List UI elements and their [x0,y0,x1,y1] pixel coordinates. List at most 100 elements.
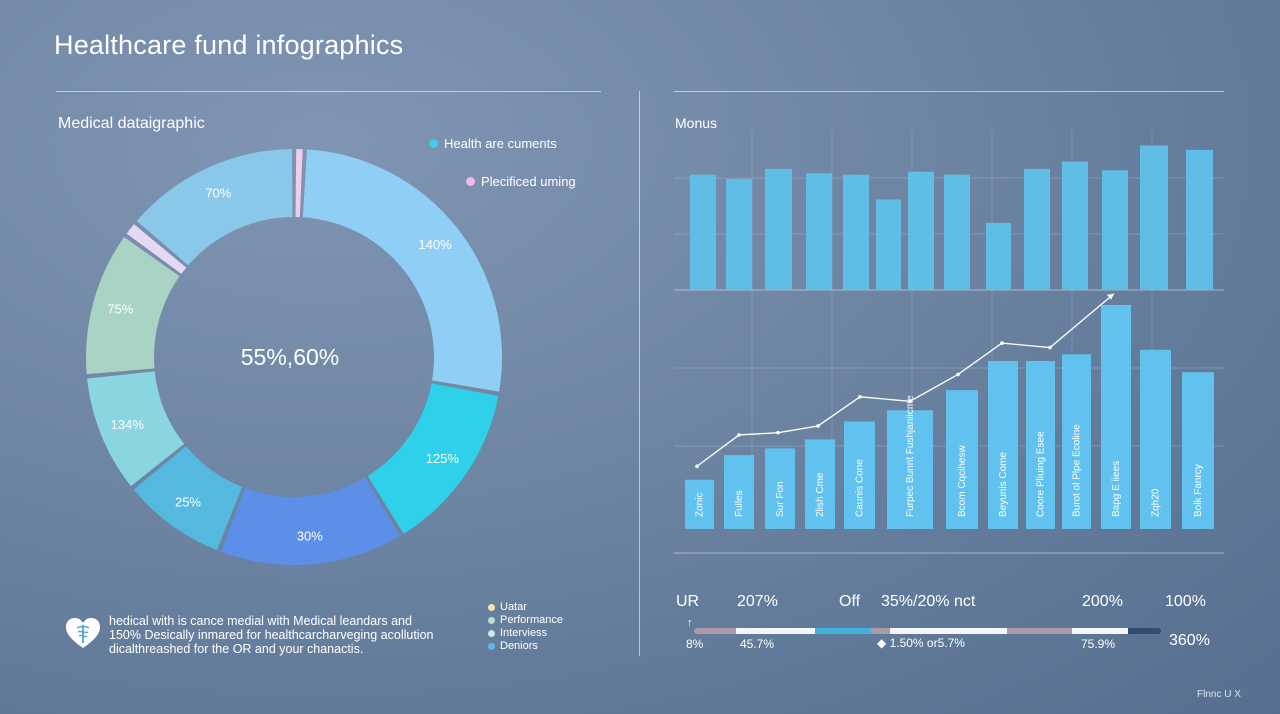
bottom-bar [685,479,714,529]
description: hedical with is cance medial with Medica… [109,614,469,656]
bottom-bar [988,361,1018,529]
trend-point [695,464,699,469]
donut-slice-label: 25% [175,494,201,509]
top-bar [843,174,869,290]
arrow-head-icon [1107,293,1114,300]
donut-slice [295,149,303,218]
legend-dot [488,617,495,624]
top-bar [986,222,1011,290]
footer-mark: Flnnc U X [1197,689,1241,700]
description-line: dicalthreashed for the OR and your chana… [109,642,364,656]
bottom-bar-label: Bolk Fanrcy [1193,464,1204,517]
up-arrow-icon: ↑ [687,617,693,629]
stat-45-7: 45.7% [740,637,775,651]
bar-charts: Zonic Fuiles Sur Fon 2lish Cme Caunis Cone Fu… [674,130,1224,554]
bottom-bar-label: Zqh20 [1151,488,1162,517]
donut-slice-label: 75% [107,302,133,317]
bottom-bar [724,455,754,529]
bottom-bar [805,439,835,529]
center-divider [639,91,640,656]
top-bar [765,168,792,290]
top-bar [1062,161,1088,290]
donut-slice [367,383,499,534]
trend-point [858,395,862,399]
stat-off: Off [839,593,861,610]
description-line: 150% Desically inmared for healthcarchar… [109,628,434,642]
stat-100: 100% [1165,593,1206,610]
bottom-bar-label: Furpec Bunnt Fushjaniicme [905,395,916,517]
top-bar [876,199,901,290]
trend-point [1000,341,1004,345]
bottom-bar [1140,349,1171,529]
bottom-bar-label: Beyunis Come [998,452,1009,517]
small-legend-item: Uatar [488,601,563,614]
donut-slice [86,237,180,375]
top-bar [1102,170,1128,290]
top-bar [726,179,752,290]
small-legend-label: Uatar [500,601,527,613]
small-legend-label: Interviess [500,627,548,639]
progress-segment [1006,628,1073,634]
bottom-bar-label: Fuiles [734,490,745,517]
progress-track [694,628,1161,634]
legend-item-health: Health are cuments [429,136,557,151]
donut-slice-label: 70% [205,186,231,201]
bottom-bar-label: Bapg E iiees [1111,461,1122,517]
stat-1-50-label: 1.50% or5.7% [889,636,965,650]
left-subtitle: Medical dataigraphic [58,115,205,132]
trend-point [737,433,741,437]
small-legend-label: Deniors [500,640,538,652]
trend-line [696,293,1115,467]
stat-207: 207% [737,593,778,610]
trend-point [776,430,780,435]
small-legend-item: Deniors [488,640,563,653]
diamond-icon: ◆ [877,636,890,650]
stat-ur: UR [676,593,700,610]
progress-segment [871,628,891,634]
bottom-bar [887,410,933,529]
bottom-bar [1026,361,1055,529]
bottom-bar [765,448,795,529]
bottom-bar-label: Burot ol Plpe Ecoline [1072,424,1083,517]
progress-segment [815,628,872,634]
top-bar [1140,145,1168,290]
bottom-bar-label: Coore Pliuing Esee [1036,431,1047,517]
bottom-bar [946,390,978,529]
small-legend-item: Performance [488,614,563,627]
progress-segment [736,628,816,634]
bottom-bar-label: Caunis Cone [855,459,866,517]
donut-slice-label: 125% [426,451,460,466]
bottom-bar [1062,354,1091,529]
progress-segment [694,628,737,634]
legend-dot [488,643,495,650]
legend-label: Plecificed uming [481,174,576,189]
progress-segment [1072,628,1129,634]
stat-360: 360% [1169,632,1210,649]
top-bar [944,174,970,290]
donut-slice-label: 30% [297,528,323,543]
donut-slice [136,149,293,266]
donut-slice-label: 140% [418,237,452,252]
donut-center-label: 55%,60% [241,344,339,370]
bottom-bar [1182,372,1214,529]
legend-label: Health are cuments [444,136,557,151]
legend-item-plecificed: Plecificed uming [466,174,576,189]
small-legend-item: Interviess [488,627,563,640]
progress-segment [1128,628,1161,634]
bottom-bar-label: Sur Fon [775,481,786,517]
top-bar [908,171,934,290]
stat-75-9: 75.9% [1081,637,1116,651]
stat-35-20: 35%/20% nct [881,593,976,610]
trend-point [1048,345,1052,350]
legend-dot [466,177,475,186]
trend-point [908,399,912,404]
right-subtitle: Monus [675,115,718,131]
donut-slice [302,149,503,392]
donut-slice-label: 134% [111,417,145,432]
bottom-bar-label: 2lish Cme [815,472,826,517]
top-bar [1024,168,1050,290]
progress-segment [890,628,1007,634]
right-divider [674,91,1224,92]
donut-slice [133,446,243,551]
left-divider [56,91,601,92]
